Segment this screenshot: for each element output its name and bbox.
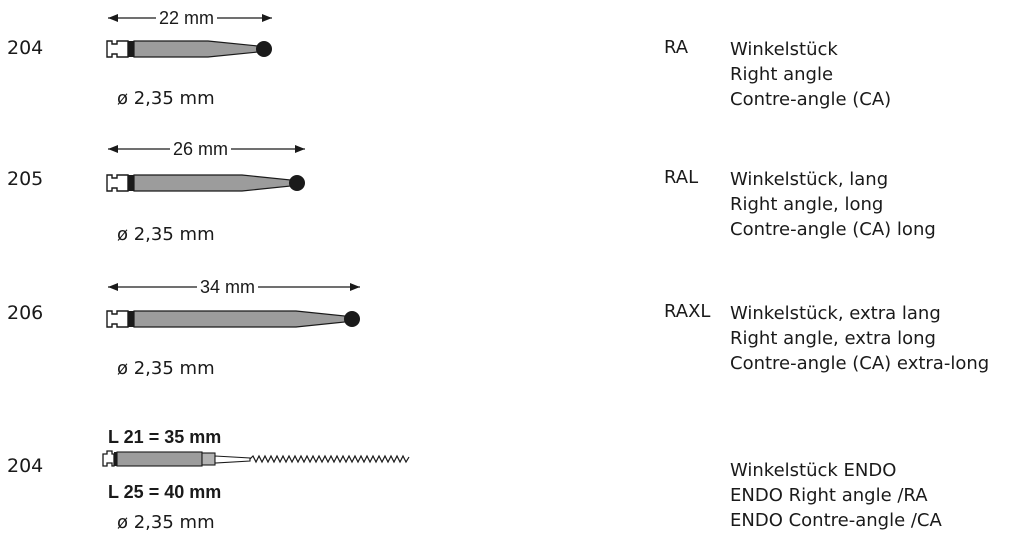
description-fr: Contre-angle (CA) (730, 89, 892, 110)
length-label: 34 mm (197, 276, 259, 298)
length-label-l21: L 21 = 35 mm (108, 427, 222, 447)
description-en: ENDO Right angle /RA (730, 485, 928, 506)
item-code: 204 (7, 37, 44, 59)
description-en: Right angle, extra long (730, 328, 936, 349)
description: Winkelstück ENDO ENDO Right angle /RA EN… (730, 458, 942, 533)
description-fr: Contre-angle (CA) extra-long (730, 353, 990, 374)
item-code: 205 (7, 168, 44, 190)
abbreviation: RAL (664, 167, 699, 188)
description-fr: ENDO Contre-angle /CA (730, 510, 942, 531)
description-en: Right angle, long (730, 194, 884, 215)
item-code: 204 (7, 455, 44, 477)
abbreviation: RA (664, 37, 689, 58)
diameter-label: ø 2,35 mm (117, 224, 215, 245)
diameter-label: ø 2,35 mm (117, 88, 215, 109)
description: Winkelstück, lang Right angle, long Cont… (730, 167, 936, 242)
description: Winkelstück, extra lang Right angle, ext… (730, 301, 989, 376)
description-de: Winkelstück (730, 39, 838, 60)
description-fr: Contre-angle (CA) long (730, 219, 936, 240)
diameter-label: ø 2,35 mm (117, 358, 215, 379)
description: Winkelstück Right angle Contre-angle (CA… (730, 37, 891, 112)
description-en: Right angle (730, 64, 834, 85)
length-label: 26 mm (170, 138, 232, 160)
item-code: 206 (7, 302, 44, 324)
description-de: Winkelstück, extra lang (730, 303, 941, 324)
description-de: Winkelstück, lang (730, 169, 889, 190)
length-label-l25: L 25 = 40 mm (108, 482, 222, 502)
description-de: Winkelstück ENDO (730, 460, 897, 481)
length-label: 22 mm (156, 7, 218, 29)
diameter-label: ø 2,35 mm (117, 512, 215, 533)
abbreviation: RAXL (664, 301, 711, 322)
